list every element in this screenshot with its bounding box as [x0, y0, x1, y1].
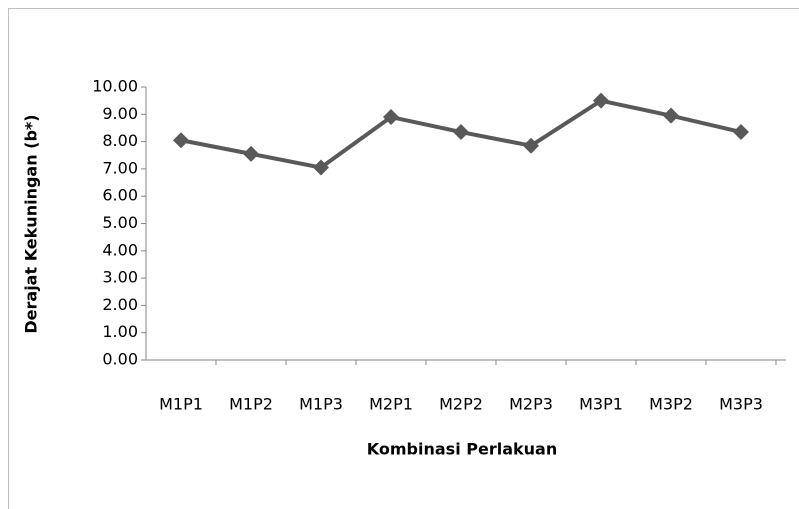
x-tick-label: M1P1: [159, 395, 203, 414]
data-point: [313, 159, 329, 176]
data-point: [243, 145, 259, 162]
x-tick-label: M3P1: [579, 395, 623, 414]
x-tick-label: M1P3: [299, 395, 343, 414]
data-point: [383, 109, 399, 126]
y-tick-label: 1.00: [102, 322, 138, 341]
y-tick-label: 4.00: [102, 240, 138, 259]
data-point: [523, 137, 539, 154]
x-tick-label: M3P2: [649, 395, 693, 414]
x-tick-label: M3P3: [719, 395, 763, 414]
data-point: [663, 107, 679, 124]
y-tick-label: 9.00: [102, 104, 138, 123]
y-tick-label: 10.00: [92, 77, 138, 96]
y-tick-label: 3.00: [102, 268, 138, 287]
y-tick-label: 6.00: [102, 186, 138, 205]
y-axis-label: Derajat Kekuningan (b*): [22, 114, 41, 333]
y-tick-label: 7.00: [102, 158, 138, 177]
data-point: [733, 124, 749, 141]
y-tick-label: 8.00: [102, 131, 138, 150]
x-tick-label: M2P2: [439, 395, 483, 414]
x-tick-label: M2P3: [509, 395, 553, 414]
x-tick-label: M2P1: [369, 395, 413, 414]
x-axis-label: Kombinasi Perlakuan: [367, 440, 557, 459]
data-point: [593, 92, 609, 109]
y-tick-label: 2.00: [102, 295, 138, 314]
data-point: [173, 132, 189, 149]
y-tick-label: 0.00: [102, 350, 138, 369]
x-tick-label: M1P2: [229, 395, 273, 414]
chart-frame: [8, 8, 799, 509]
data-point: [453, 124, 469, 141]
y-tick-label: 5.00: [102, 213, 138, 232]
